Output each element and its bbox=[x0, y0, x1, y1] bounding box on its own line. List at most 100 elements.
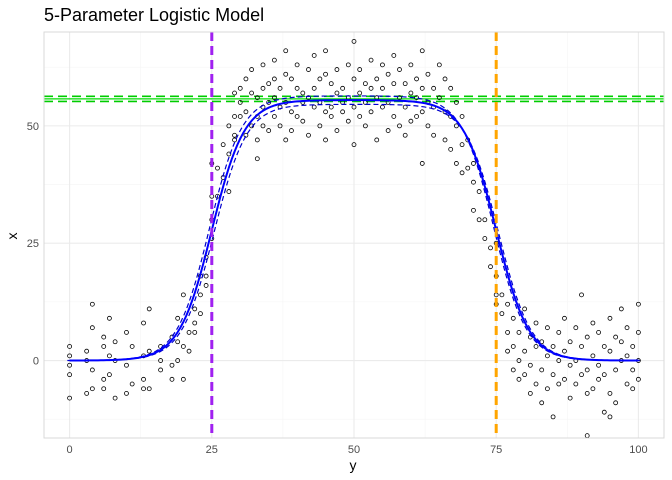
data-point bbox=[442, 137, 448, 143]
data-point bbox=[630, 367, 636, 373]
data-point bbox=[169, 376, 175, 382]
data-point bbox=[590, 320, 596, 326]
data-point bbox=[516, 329, 522, 335]
data-point bbox=[419, 48, 425, 54]
data-point bbox=[146, 386, 152, 392]
data-point bbox=[101, 376, 107, 382]
data-point bbox=[306, 67, 311, 72]
data-point bbox=[141, 386, 146, 392]
data-point bbox=[488, 264, 493, 270]
data-point bbox=[107, 315, 112, 321]
data-point bbox=[340, 85, 346, 91]
data-point bbox=[596, 362, 601, 368]
data-point bbox=[317, 76, 323, 82]
data-point bbox=[84, 391, 90, 396]
data-point bbox=[544, 353, 550, 359]
data-point bbox=[311, 53, 317, 58]
data-point bbox=[112, 395, 118, 401]
data-point bbox=[192, 329, 198, 335]
data-point bbox=[101, 334, 107, 340]
data-point bbox=[448, 146, 454, 152]
data-point bbox=[146, 306, 152, 312]
data-point bbox=[471, 161, 476, 166]
data-point bbox=[590, 386, 596, 392]
x-tick-label: 25 bbox=[206, 444, 218, 456]
data-point bbox=[601, 409, 607, 415]
data-point bbox=[311, 85, 317, 91]
data-point bbox=[334, 90, 340, 96]
data-point bbox=[362, 123, 368, 129]
data-point bbox=[67, 344, 72, 349]
data-point bbox=[249, 90, 255, 96]
data-point bbox=[607, 391, 613, 396]
data-point bbox=[436, 62, 442, 68]
data-point bbox=[533, 381, 539, 387]
data-point bbox=[243, 76, 249, 82]
data-point bbox=[226, 189, 232, 194]
data-point bbox=[266, 128, 272, 133]
data-point bbox=[414, 76, 419, 82]
data-point bbox=[368, 85, 374, 91]
data-point bbox=[510, 344, 516, 349]
data-point bbox=[636, 301, 641, 307]
fit-upper-band bbox=[67, 95, 637, 362]
data-point bbox=[271, 114, 277, 119]
data-point bbox=[107, 372, 112, 378]
data-point bbox=[300, 90, 306, 96]
data-point bbox=[334, 128, 340, 133]
data-point bbox=[510, 367, 516, 373]
data-point bbox=[112, 339, 118, 345]
data-point bbox=[294, 114, 300, 119]
y-tick-label: 0 bbox=[33, 356, 39, 368]
data-point bbox=[232, 90, 237, 96]
data-point bbox=[306, 132, 311, 138]
y-tick-label: 25 bbox=[27, 238, 39, 250]
data-point bbox=[419, 85, 425, 91]
data-point bbox=[351, 38, 357, 44]
data-point bbox=[636, 376, 641, 382]
data-point bbox=[283, 71, 289, 77]
data-point bbox=[613, 400, 619, 406]
data-point bbox=[471, 207, 476, 213]
data-point bbox=[476, 217, 482, 223]
data-point bbox=[408, 118, 414, 124]
data-point bbox=[596, 329, 601, 335]
grid-lines bbox=[44, 32, 664, 438]
data-point bbox=[402, 81, 408, 87]
data-point bbox=[624, 325, 630, 331]
data-point bbox=[488, 245, 493, 251]
data-point bbox=[385, 71, 391, 77]
data-point bbox=[601, 344, 607, 349]
data-point bbox=[380, 62, 385, 68]
data-point bbox=[419, 109, 425, 115]
data-point bbox=[215, 165, 220, 171]
data-point bbox=[618, 339, 624, 345]
data-point bbox=[533, 320, 539, 326]
data-point bbox=[567, 362, 573, 368]
chart-title: 5-Parameter Logistic Model bbox=[44, 5, 264, 25]
data-point bbox=[391, 81, 397, 87]
data-point bbox=[567, 395, 573, 401]
data-point bbox=[351, 104, 357, 110]
data-point bbox=[402, 132, 408, 138]
data-point bbox=[175, 358, 181, 363]
data-point bbox=[624, 381, 630, 387]
data-point bbox=[357, 114, 363, 119]
data-point bbox=[237, 100, 243, 105]
data-point bbox=[334, 67, 340, 72]
data-point bbox=[232, 114, 237, 119]
data-point bbox=[175, 315, 181, 321]
data-point bbox=[533, 344, 539, 349]
data-point bbox=[516, 358, 522, 363]
data-point bbox=[630, 344, 636, 349]
data-point bbox=[624, 353, 630, 359]
data-point bbox=[89, 386, 95, 392]
data-point bbox=[453, 161, 459, 166]
data-point bbox=[607, 315, 613, 321]
data-point bbox=[317, 123, 323, 129]
data-point bbox=[67, 395, 72, 401]
data-point bbox=[129, 381, 135, 387]
data-point bbox=[158, 358, 164, 363]
data-point bbox=[402, 104, 408, 110]
